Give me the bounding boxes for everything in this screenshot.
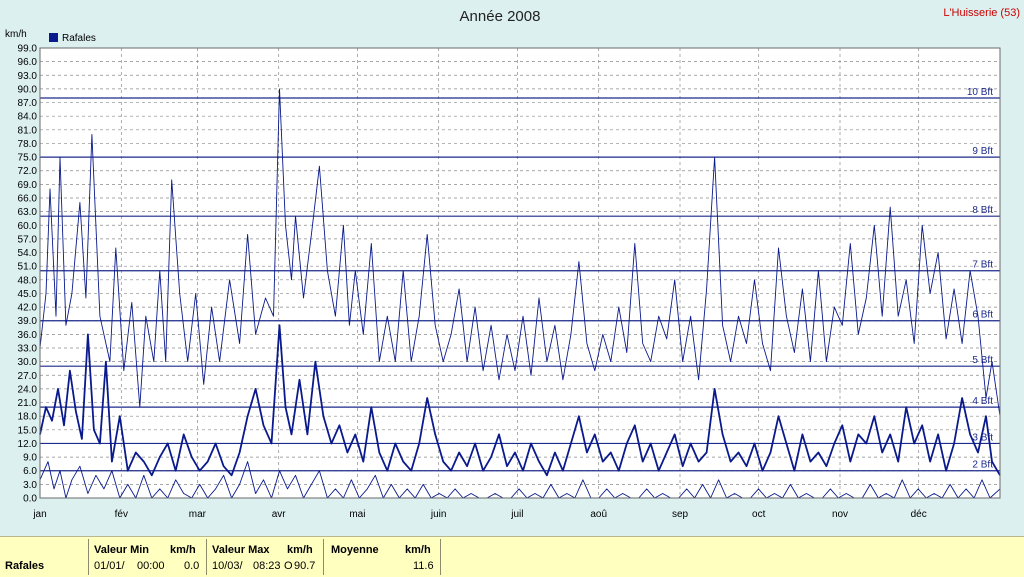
y-tick-label: 63.0 (18, 207, 38, 218)
y-tick-label: 51.0 (18, 262, 38, 273)
plot-area (39, 47, 1001, 499)
y-tick-label: 60.0 (18, 221, 38, 232)
chart-title: Année 2008 (460, 8, 541, 25)
mean-unit: km/h (405, 544, 431, 556)
beaufort-label: 10 Bft (967, 87, 993, 98)
x-tick-label: mai (349, 509, 365, 520)
y-tick-label: 6.0 (23, 466, 37, 477)
y-tick-label: 99.0 (18, 44, 38, 55)
max-date: 10/03/ (212, 560, 243, 572)
stats-row-label: Rafales (5, 560, 45, 572)
y-tick-label: 42.0 (18, 303, 38, 314)
beaufort-label: 7 Bft (972, 260, 993, 271)
legend-label: Rafales (62, 33, 96, 44)
min-date: 01/01/ (94, 560, 125, 572)
y-tick-label: 96.0 (18, 57, 38, 68)
mean-value: 11.6 (413, 560, 434, 572)
mean-header: Moyenne (331, 544, 379, 556)
y-tick-label: 0.0 (23, 494, 37, 505)
station-location: L'Huisserie (53) (943, 7, 1020, 19)
y-tick-label: 57.0 (18, 234, 38, 245)
x-tick-label: juil (510, 509, 523, 520)
beaufort-label: 6 Bft (972, 310, 993, 321)
x-tick-label: jan (32, 509, 46, 520)
x-tick-label: avr (272, 509, 287, 520)
y-tick-label: 24.0 (18, 384, 38, 395)
beaufort-label: 4 Bft (972, 396, 993, 407)
y-tick-label: 30.0 (18, 357, 38, 368)
stats-separator (323, 539, 324, 575)
x-tick-label: déc (911, 509, 927, 520)
y-tick-label: 12.0 (18, 439, 38, 450)
stats-separator (440, 539, 441, 575)
y-tick-label: 75.0 (18, 153, 38, 164)
y-tick-label: 18.0 (18, 412, 38, 423)
min-unit: km/h (170, 544, 196, 556)
beaufort-label: 8 Bft (972, 205, 993, 216)
y-tick-labels: 0.0 3.0 6.0 9.0 12.0 15.0 18.0 21.0 24.0 27.0 30.0… (18, 44, 38, 505)
x-tick-labels: jan fév mar avr mai juin juil aoû sep oct nov déc (32, 509, 926, 520)
x-tick-label: oct (752, 509, 766, 520)
min-value: 0.0 (184, 560, 200, 572)
series-lines (39, 88, 1001, 499)
plot-border (39, 47, 1001, 499)
x-tick-label: aoû (590, 509, 607, 520)
y-tick-label: 72.0 (18, 166, 38, 177)
max-header: Valeur Max (212, 544, 270, 556)
y-tick-label: 48.0 (18, 275, 38, 286)
grid (40, 48, 1000, 498)
x-tick-label: mar (189, 509, 207, 520)
x-tick-label: sep (672, 509, 689, 520)
wind-chart: Année 2008 L'Huisserie (53) km/h Rafales… (5, 7, 1020, 520)
y-tick-label: 84.0 (18, 112, 38, 123)
y-tick-label: 69.0 (18, 180, 38, 191)
max-direction: O (284, 560, 293, 572)
y-tick-label: 78.0 (18, 139, 38, 150)
y-tick-label: 93.0 (18, 71, 38, 82)
beaufort-label: 3 Bft (972, 432, 993, 443)
y-tick-label: 15.0 (18, 425, 38, 436)
x-tick-label: nov (832, 509, 848, 520)
max-time: 08:23 (253, 560, 281, 572)
x-tick-label: fév (115, 509, 128, 520)
max-value: 90.7 (294, 560, 316, 572)
beaufort-label: 5 Bft (972, 355, 993, 366)
legend: Rafales (49, 33, 96, 44)
stats-separator (206, 539, 207, 575)
stats-separator (88, 539, 89, 575)
legend-swatch (49, 33, 58, 42)
stats-bar: Rafales Valeur Min km/h 01/01/ 00:00 0.0… (0, 536, 1024, 577)
x-tick-label: juin (430, 509, 447, 520)
beaufort-label: 2 Bft (972, 460, 993, 471)
y-tick-label: 66.0 (18, 194, 38, 205)
y-tick-label: 21.0 (18, 398, 38, 409)
y-tick-label: 9.0 (23, 453, 37, 464)
y-tick-label: 87.0 (18, 98, 38, 109)
y-tick-label: 39.0 (18, 316, 38, 327)
max-unit: km/h (287, 544, 313, 556)
y-tick-label: 90.0 (18, 84, 38, 95)
y-tick-label: 33.0 (18, 344, 38, 355)
y-tick-label: 27.0 (18, 371, 38, 382)
beaufort-label: 9 Bft (972, 146, 993, 157)
series-line (39, 88, 1001, 417)
series-line (39, 461, 1001, 499)
y-tick-label: 81.0 (18, 125, 38, 136)
y-axis-unit: km/h (5, 29, 27, 40)
y-tick-label: 3.0 (23, 480, 37, 491)
min-time: 00:00 (137, 560, 165, 572)
y-tick-label: 36.0 (18, 330, 38, 341)
y-tick-label: 54.0 (18, 248, 38, 259)
y-tick-label: 45.0 (18, 289, 38, 300)
min-header: Valeur Min (94, 544, 150, 556)
series-line (39, 324, 1001, 477)
